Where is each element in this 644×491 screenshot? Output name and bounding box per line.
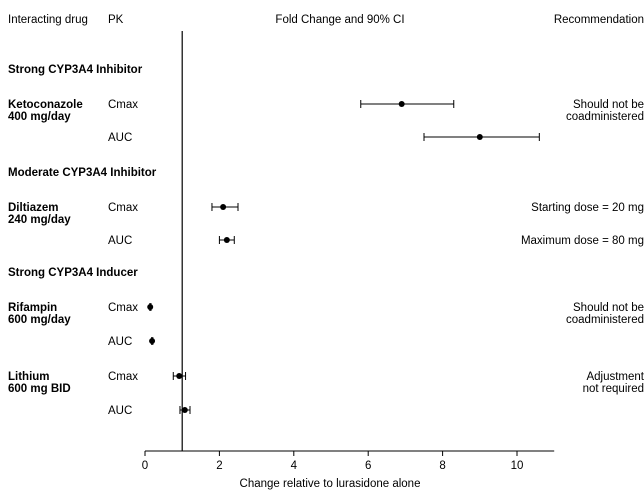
recommendation-text: Should not be xyxy=(573,99,644,111)
drug-label: Rifampin xyxy=(8,302,57,314)
section-label: Strong CYP3A4 Inducer xyxy=(8,267,138,279)
recommendation-text: Maximum dose = 80 mg xyxy=(521,235,644,247)
x-tick-label: 2 xyxy=(216,460,222,472)
x-tick-label: 6 xyxy=(365,460,371,472)
x-axis-label: Change relative to lurasidone alone xyxy=(240,478,421,490)
point-estimate xyxy=(181,407,188,413)
drug-label: 600 mg BID xyxy=(8,383,71,395)
x-tick-label: 10 xyxy=(511,460,524,472)
x-tick-label: 8 xyxy=(439,460,445,472)
recommendation-text: not required xyxy=(583,383,644,395)
pk-label: AUC xyxy=(108,336,132,348)
drug-label: 600 mg/day xyxy=(8,314,71,326)
x-axis: 0 2 4 6 8 10 xyxy=(142,31,555,472)
column-headers: Interacting drug PK Fold Change and 90% … xyxy=(8,14,644,26)
recommendation-text: coadministered xyxy=(566,314,644,326)
drug-label: 400 mg/day xyxy=(8,111,71,123)
x-tick-label: 4 xyxy=(291,460,298,472)
pk-label: Cmax xyxy=(108,202,138,214)
point-estimate xyxy=(176,373,183,379)
section-label: Strong CYP3A4 Inhibitor xyxy=(8,64,143,76)
point-estimate xyxy=(476,134,483,140)
header-interacting-drug: Interacting drug xyxy=(8,14,88,26)
header-pk: PK xyxy=(108,14,124,26)
point-estimate xyxy=(220,204,227,210)
recommendation-text: Adjustment xyxy=(586,371,644,383)
pk-label: Cmax xyxy=(108,371,138,383)
drug-label: Lithium xyxy=(8,371,50,383)
recommendation-text: Starting dose = 20 mg xyxy=(531,202,644,214)
pk-label: AUC xyxy=(108,235,132,247)
point-estimate xyxy=(223,237,230,243)
pk-label: Cmax xyxy=(108,302,138,314)
drug-label: 240 mg/day xyxy=(8,214,71,226)
pk-label: AUC xyxy=(108,405,132,417)
recommendation-text: Should not be xyxy=(573,302,644,314)
section-label: Moderate CYP3A4 Inhibitor xyxy=(8,167,157,179)
point-estimate xyxy=(149,338,156,344)
x-tick-label: 0 xyxy=(142,460,148,472)
pk-label: Cmax xyxy=(108,99,138,111)
pk-label: AUC xyxy=(108,132,132,144)
point-estimate xyxy=(147,304,154,310)
header-recommendation: Recommendation xyxy=(554,14,644,26)
drug-label: Ketoconazole xyxy=(8,99,83,111)
point-estimate xyxy=(398,101,405,107)
drug-label: Diltiazem xyxy=(8,202,59,214)
recommendation-text: coadministered xyxy=(566,111,644,123)
header-fold-change: Fold Change and 90% CI xyxy=(275,14,404,26)
